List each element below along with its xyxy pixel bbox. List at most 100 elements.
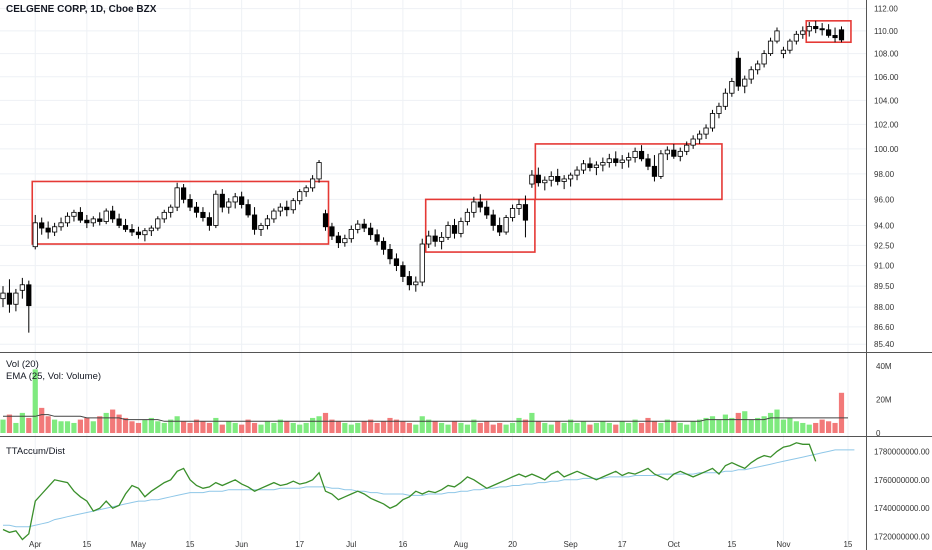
volume-bar xyxy=(0,419,6,433)
volume-bar xyxy=(619,421,625,433)
accum-dist-label: TTAccum/Dist xyxy=(6,446,65,457)
volume-bar xyxy=(322,412,329,433)
candle-body xyxy=(232,196,238,203)
volume-bar xyxy=(690,421,696,433)
volume-bar xyxy=(174,416,180,433)
volume-bar xyxy=(168,419,174,433)
price-tick-label: 112.00 xyxy=(874,5,898,14)
candle-body xyxy=(819,28,825,31)
candle-body xyxy=(193,206,200,213)
candle-body xyxy=(671,149,677,157)
volume-bar xyxy=(477,422,483,433)
candle-body xyxy=(187,198,193,208)
volume-bar xyxy=(484,421,490,433)
time-tick-label: 16 xyxy=(398,540,407,549)
candle-body xyxy=(348,229,354,240)
chart-title: CELGENE CORP, 1D, Cboe BZX xyxy=(6,4,157,15)
volume-bar xyxy=(535,421,541,433)
price-tick-label: 100.00 xyxy=(874,145,899,154)
time-tick-label: Nov xyxy=(776,540,790,549)
candle-body xyxy=(374,234,380,242)
volume-bar xyxy=(722,414,728,433)
candle-body xyxy=(497,225,503,233)
time-tick-label: Aug xyxy=(454,540,468,549)
accum-tick-label: 1760000000.00 xyxy=(874,476,930,485)
volume-bar xyxy=(774,409,780,433)
candle-body xyxy=(271,210,277,220)
volume-bar xyxy=(793,421,799,433)
volume-bar xyxy=(419,416,425,433)
volume-bar xyxy=(651,421,658,433)
volume-bar xyxy=(838,392,845,433)
volume-bar xyxy=(103,412,109,433)
price-tick-label: 104.00 xyxy=(874,96,899,105)
candle-body xyxy=(535,174,541,184)
volume-bar xyxy=(393,419,400,433)
price-axis: 112.00 110.00 108.00 106.00 104.00 102.00 100.… xyxy=(874,5,930,542)
candle-body xyxy=(290,200,296,211)
volume-bar xyxy=(122,417,129,433)
candle-body xyxy=(355,223,361,230)
price-tick-label: 98.00 xyxy=(874,170,895,179)
volume-bar xyxy=(522,419,529,433)
candle-body xyxy=(122,225,129,230)
candle-body xyxy=(593,164,600,168)
volume-bar xyxy=(135,422,142,433)
accum-tick-label: 1780000000.00 xyxy=(874,447,930,456)
candle-body xyxy=(677,150,683,157)
candle-body xyxy=(264,218,271,226)
candle-body xyxy=(684,144,690,152)
volume-bar xyxy=(432,421,438,433)
volume-bar xyxy=(277,419,283,433)
volume-bar xyxy=(561,422,567,433)
volume-bar xyxy=(161,422,167,433)
price-tick-label: 85.40 xyxy=(874,340,895,349)
candle-body xyxy=(239,196,245,205)
candle-body xyxy=(335,235,342,244)
volume-bar xyxy=(664,419,670,433)
volume-bar xyxy=(716,419,722,433)
volume-label: Vol (20) xyxy=(6,359,39,370)
candle-body xyxy=(303,187,309,193)
volume-bar xyxy=(548,424,554,433)
volume-bar xyxy=(39,407,45,433)
candle-body xyxy=(606,158,612,163)
annotation-box xyxy=(534,143,723,201)
volume-bar xyxy=(529,412,535,433)
candle-body xyxy=(471,201,477,213)
volume-bar xyxy=(632,419,638,433)
candle-body xyxy=(432,235,438,242)
volume-bar xyxy=(516,417,522,433)
candle-body xyxy=(613,158,619,163)
volume-bar xyxy=(568,419,574,433)
volume-bar xyxy=(464,424,470,433)
volume-bar xyxy=(206,422,212,433)
volume-bar xyxy=(497,422,503,433)
volume-bar xyxy=(232,422,238,433)
volume-bar xyxy=(645,417,651,433)
volume-bar xyxy=(400,421,406,433)
candle-body xyxy=(645,158,651,167)
volume-bar xyxy=(142,419,148,433)
accum-tick-label: 1720000000.00 xyxy=(874,533,930,542)
grid-lines xyxy=(0,0,866,548)
candle-body xyxy=(135,231,142,236)
candle-body xyxy=(174,187,180,208)
candle-body xyxy=(774,30,780,42)
annotation-boxes xyxy=(31,20,852,253)
candle-body xyxy=(329,226,335,237)
candle-body xyxy=(619,159,625,163)
volume-bar xyxy=(342,422,348,433)
volume-bar xyxy=(71,422,77,433)
volume-bar xyxy=(335,421,341,433)
candle-body xyxy=(703,127,709,135)
candle-body xyxy=(284,206,290,211)
candle-body xyxy=(400,265,406,277)
candle-body xyxy=(161,211,167,220)
candle-body xyxy=(832,35,838,39)
volume-bar xyxy=(258,424,264,433)
volume-bar xyxy=(84,417,90,433)
candle-body xyxy=(180,187,187,200)
